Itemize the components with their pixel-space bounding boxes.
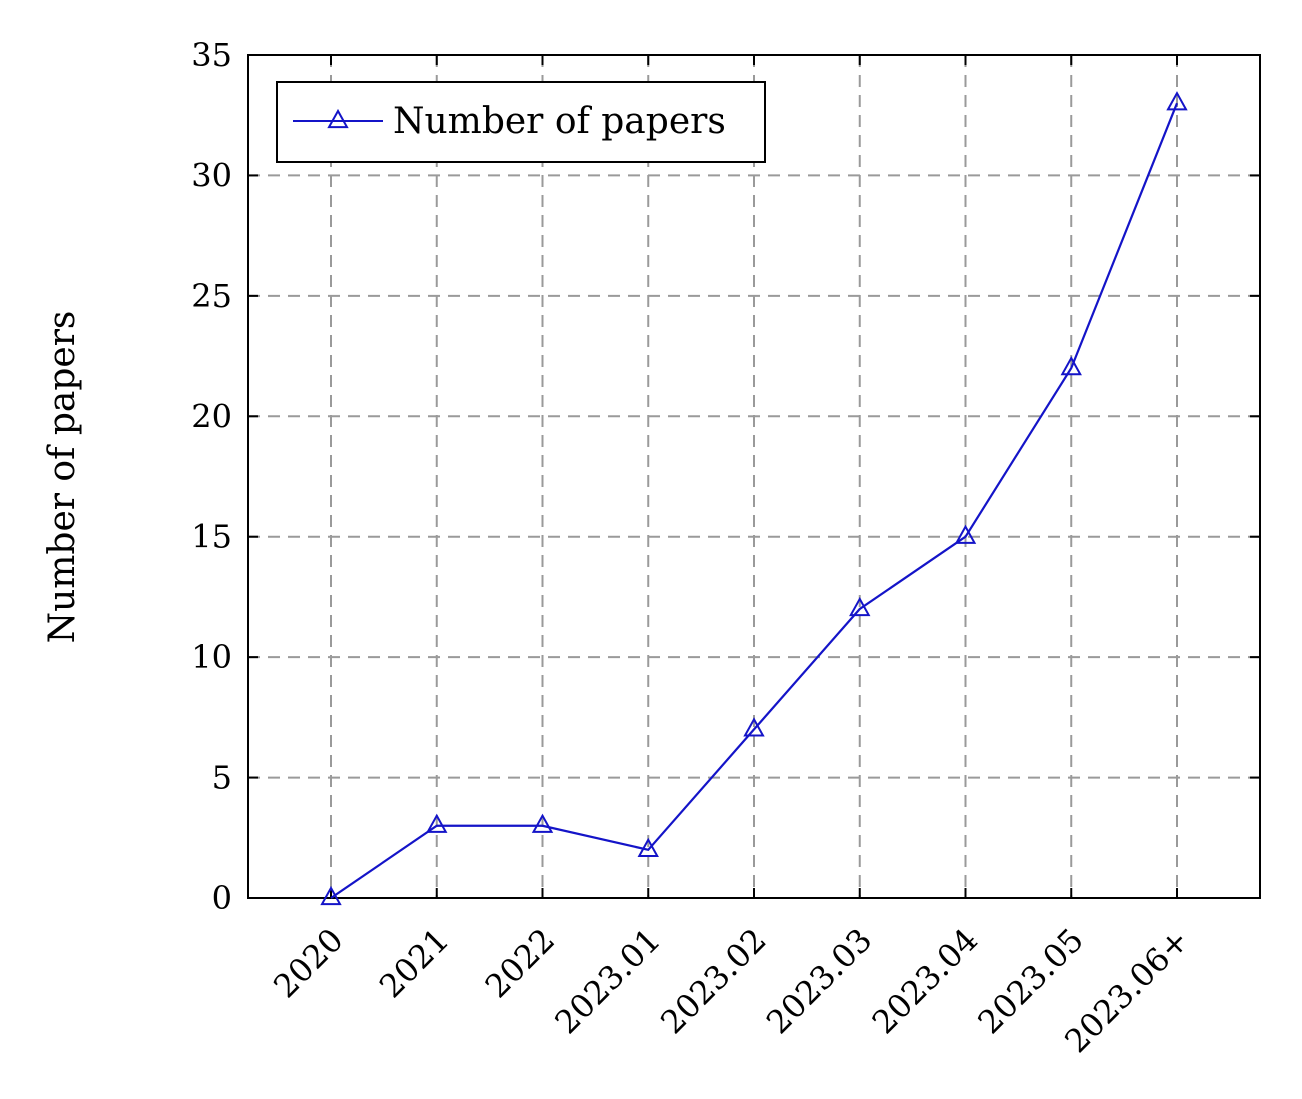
data-point-2023.03 xyxy=(849,596,871,617)
y-tick-labels: 0 5 10 15 20 25 30 35 xyxy=(191,36,232,917)
data-point-2022 xyxy=(531,813,554,833)
legend-label: Number of papers xyxy=(393,101,726,142)
y-tick-label-0: 0 xyxy=(212,879,232,917)
series-group xyxy=(320,91,1188,906)
x-tick-label-1: 2021 xyxy=(372,921,456,1005)
y-tick-label-35: 35 xyxy=(191,36,232,74)
plot-frame xyxy=(247,54,1261,899)
y-tick-label-30: 30 xyxy=(191,156,232,194)
x-tick-label-6: 2023.04 xyxy=(865,921,985,1041)
y-tick-label-20: 20 xyxy=(191,397,232,435)
x-tick-label-2: 2022 xyxy=(478,921,562,1005)
x-tick-label-0: 2020 xyxy=(266,921,350,1005)
series-line-0 xyxy=(330,102,1179,899)
legend: Number of papers xyxy=(276,81,766,163)
grid-lines xyxy=(248,55,1260,898)
y-tick-label-5: 5 xyxy=(212,759,232,797)
x-tick-label-3: 2023.01 xyxy=(547,921,667,1041)
y-tick-label-15: 15 xyxy=(191,518,232,556)
data-point-2023.01 xyxy=(637,837,659,857)
axes xyxy=(247,54,1261,899)
data-point-2023.02 xyxy=(743,717,765,737)
x-tick-label-5: 2023.03 xyxy=(759,921,879,1041)
x-tick-labels: 2020 2021 20222023.012023.022023.032023.04… xyxy=(266,921,1196,1060)
x-tick-label-4: 2023.02 xyxy=(653,921,773,1041)
y-tick-label-10: 10 xyxy=(191,638,232,676)
y-axis-label: Number of papers xyxy=(42,311,83,644)
data-point-2023.06+ xyxy=(1166,91,1188,111)
data-point-2020 xyxy=(320,885,342,906)
data-point-2023.04 xyxy=(954,524,977,544)
legend-marker-triangle-icon xyxy=(327,108,349,129)
data-point-2023.05 xyxy=(1060,356,1082,376)
data-point-2021 xyxy=(426,813,448,833)
y-tick-label-25: 25 xyxy=(191,277,232,315)
